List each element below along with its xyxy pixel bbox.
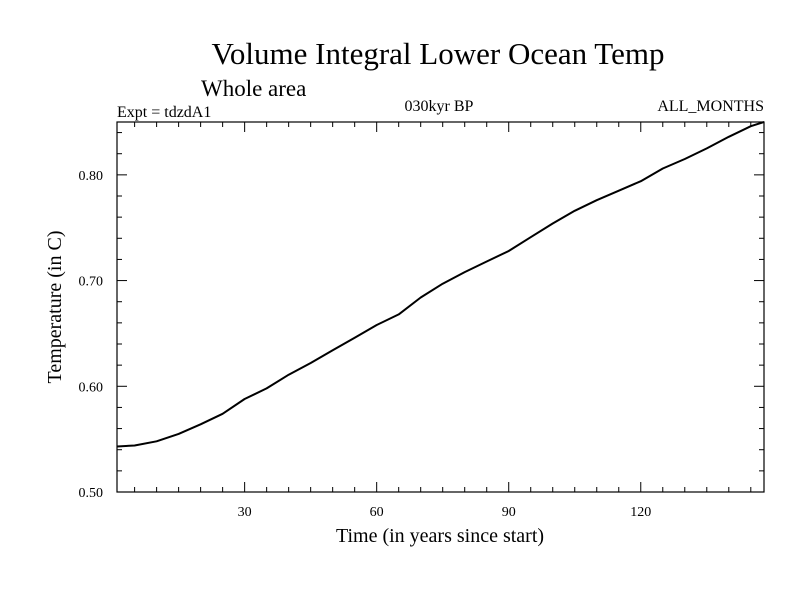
y-tick-label: 0.80	[79, 169, 104, 184]
x-axis-label: Time (in years since start)	[336, 525, 544, 547]
experiment-label: Expt = tdzdA1	[117, 104, 211, 121]
axis-ticks	[117, 122, 764, 493]
x-tick-label: 120	[630, 505, 651, 520]
x-tick-label: 30	[238, 505, 252, 520]
y-axis-label: Temperature (in C)	[44, 231, 66, 384]
chart-title: Volume Integral Lower Ocean Temp	[212, 36, 665, 71]
x-tick-label: 90	[502, 505, 516, 520]
period-label: 030kyr BP	[405, 98, 474, 115]
plot-frame	[116, 121, 765, 493]
series-line	[116, 121, 765, 448]
x-tick-label: 60	[370, 505, 384, 520]
y-tick-label: 0.50	[79, 486, 104, 501]
y-tick-label: 0.70	[79, 275, 104, 290]
y-tick-label: 0.60	[79, 380, 104, 395]
series-layer	[116, 121, 765, 448]
chart-subtitle: Whole area	[201, 76, 306, 101]
months-label: ALL_MONTHS	[657, 98, 764, 115]
tick-labels: 30 60 90 120 0.50 0.60 0.70 0.80	[79, 169, 652, 520]
